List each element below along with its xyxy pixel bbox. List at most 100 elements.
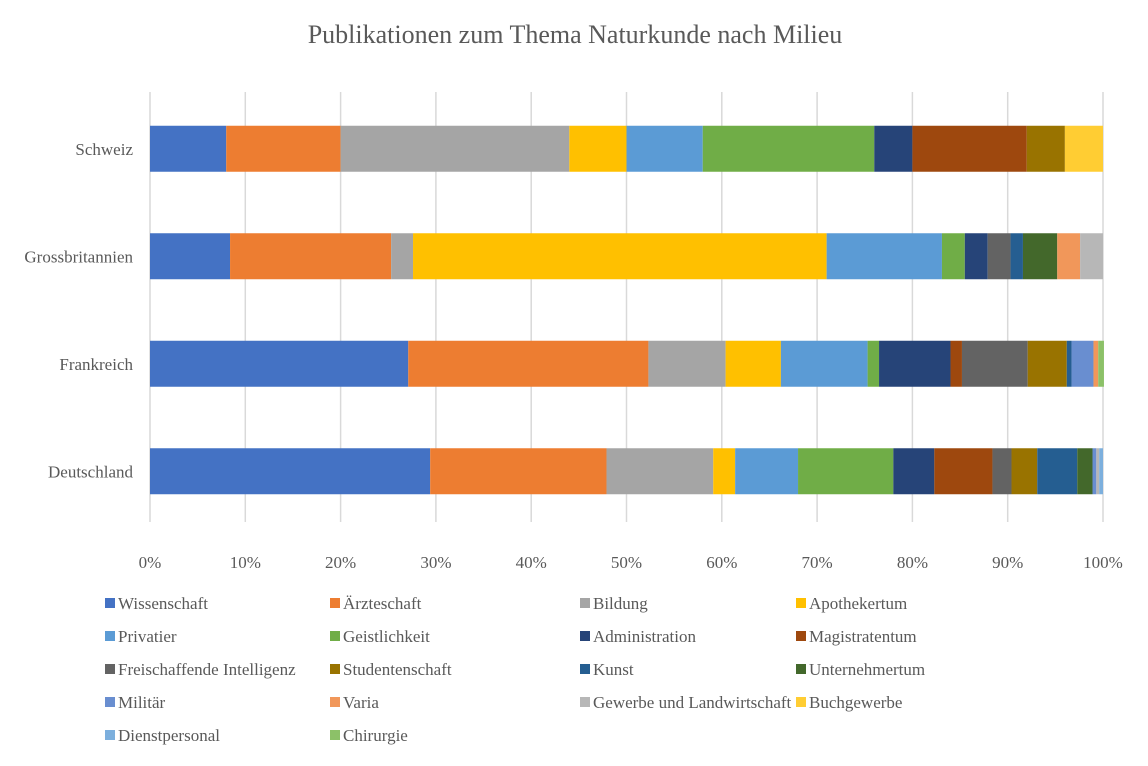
legend-marker	[796, 631, 806, 641]
bar-segment	[1057, 233, 1081, 280]
bar-segment	[725, 340, 781, 387]
bar-segment	[430, 448, 607, 495]
category-label: Grossbritannien	[24, 247, 133, 266]
bar-segment	[879, 340, 951, 387]
legend-label: Dienstpersonal	[118, 726, 220, 745]
bar-segment	[413, 233, 827, 280]
x-tick-label: 60%	[706, 553, 737, 572]
bar-segment	[735, 448, 799, 495]
bar-segment	[1093, 340, 1099, 387]
bar-segment	[648, 340, 726, 387]
bar-segment	[340, 125, 570, 172]
bar-segment	[1066, 340, 1072, 387]
x-tick-label: 80%	[897, 553, 928, 572]
bar-segment	[1098, 340, 1104, 387]
bar-segment	[961, 340, 1028, 387]
legend-label: Unternehmertum	[809, 660, 925, 679]
legend-label: Magistratentum	[809, 627, 917, 646]
bar-segment	[1027, 340, 1067, 387]
bar-segment	[941, 233, 965, 280]
legend-marker	[105, 664, 115, 674]
legend-marker	[580, 631, 590, 641]
legend-marker	[330, 697, 340, 707]
bar-segment	[408, 340, 649, 387]
legend-marker	[330, 730, 340, 740]
legend: Wissenschaft Ärzteschaft Bildung Apothekert…	[105, 594, 925, 745]
x-tick-label: 10%	[230, 553, 261, 572]
x-tick-label: 50%	[611, 553, 642, 572]
bar-segment	[893, 448, 935, 495]
bar-segment	[226, 125, 341, 172]
x-tick-label: 70%	[802, 553, 833, 572]
bar-segment	[150, 448, 431, 495]
legend-label: Privatier	[118, 627, 177, 646]
legend-marker	[105, 631, 115, 641]
bar-segment	[874, 125, 913, 172]
bar-segment	[150, 125, 227, 172]
bar-segment	[1037, 448, 1078, 495]
chart-title: Publikationen zum Thema Naturkunde nach …	[308, 20, 843, 49]
legend-marker	[105, 730, 115, 740]
category-label: Frankreich	[59, 355, 133, 374]
legend-marker	[796, 598, 806, 608]
x-tick-label: 40%	[516, 553, 547, 572]
bar-segment	[150, 340, 409, 387]
bar-segment	[1064, 125, 1103, 172]
legend-label: Apothekertum	[809, 594, 907, 613]
bar-segment	[626, 125, 703, 172]
bar-segment	[1092, 448, 1097, 495]
bar-segment	[992, 448, 1012, 495]
legend-marker	[796, 697, 806, 707]
legend-marker	[330, 631, 340, 641]
bar-segment	[702, 125, 875, 172]
legend-marker	[580, 697, 590, 707]
legend-marker	[580, 664, 590, 674]
legend-label: Wissenschaft	[118, 594, 208, 613]
x-tick-label: 100%	[1083, 553, 1123, 572]
bar-segment	[1096, 448, 1100, 495]
bar-segment	[964, 233, 988, 280]
x-tick-label: 90%	[992, 553, 1023, 572]
legend-marker	[796, 664, 806, 674]
legend-marker	[330, 664, 340, 674]
bar-segment	[1011, 448, 1038, 495]
legend-label: Chirurgie	[343, 726, 408, 745]
legend-label: Bildung	[593, 594, 648, 613]
bars	[150, 125, 1104, 495]
bar-segment	[1077, 448, 1093, 495]
bar-segment	[1010, 233, 1023, 280]
bar-segment	[867, 340, 880, 387]
legend-label: Administration	[593, 627, 696, 646]
legend-label: Geistlichkeit	[343, 627, 430, 646]
bar-segment	[391, 233, 414, 280]
x-tick-labels: 0% 10% 20% 30% 40% 50% 60% 70% 80% 90% 100%	[139, 553, 1123, 572]
bar-segment	[150, 233, 231, 280]
category-label: Deutschland	[48, 462, 133, 481]
legend-marker	[105, 598, 115, 608]
bar-segment	[606, 448, 714, 495]
bar-segment	[950, 340, 962, 387]
legend-label: Gewerbe und Landwirtschaft	[593, 693, 792, 712]
bar-segment	[934, 448, 993, 495]
legend-marker	[580, 598, 590, 608]
bar-segment	[826, 233, 942, 280]
bar-segment	[1022, 233, 1058, 280]
bar-segment	[1099, 448, 1103, 495]
x-tick-label: 20%	[325, 553, 356, 572]
legend-label: Militär	[118, 693, 166, 712]
legend-label: Varia	[343, 693, 379, 712]
legend-label: Freischaffende Intelligenz	[118, 660, 296, 679]
bar-segment	[912, 125, 1027, 172]
category-labels: Schweiz Grossbritannien Frankreich Deutschl…	[24, 140, 133, 482]
bar-segment	[798, 448, 894, 495]
bar-segment	[780, 340, 868, 387]
bar-segment	[230, 233, 392, 280]
bar-segment	[1071, 340, 1094, 387]
category-label: Schweiz	[75, 140, 133, 159]
bar-segment	[569, 125, 627, 172]
bar-segment	[987, 233, 1011, 280]
bar-segment	[713, 448, 736, 495]
legend-marker	[330, 598, 340, 608]
